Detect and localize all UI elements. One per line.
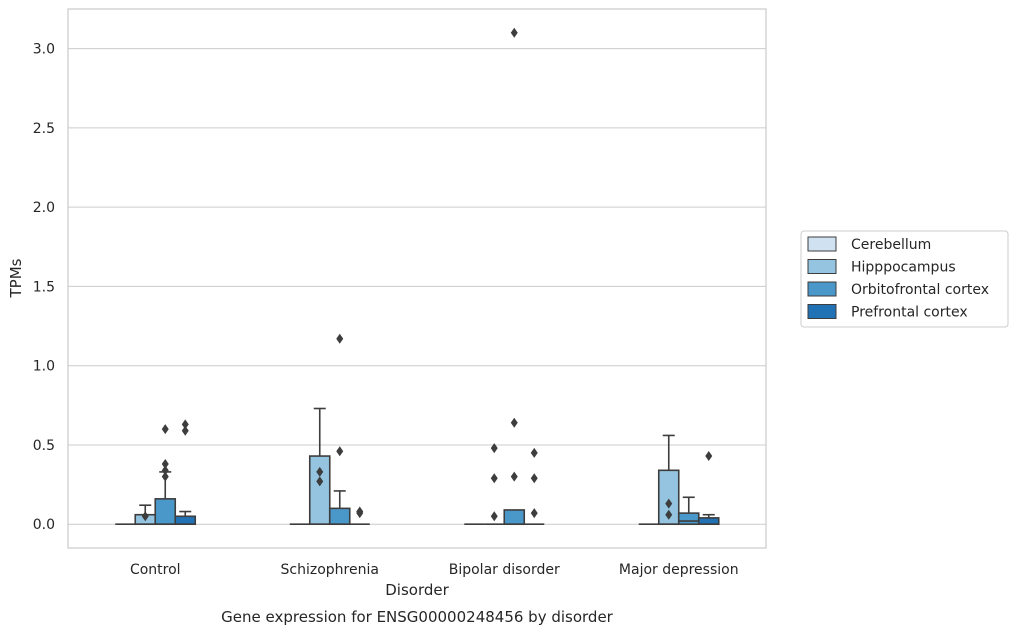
box-prefrontal-cortex [697,513,720,526]
plot-frame [67,8,767,549]
outlier-point [316,466,324,477]
y-axis-title: TPMs [7,258,25,298]
box-body [677,512,700,526]
box-orbitofrontal-cortex [328,490,351,526]
y-tick-label: 0.0 [33,517,55,533]
outlier-point [530,473,538,484]
boxes [115,407,720,526]
chart-caption: Gene expression for ENSG00000248456 by d… [221,608,614,626]
x-tick-label: Major depression [619,562,739,578]
outlier-point [510,471,518,482]
box-hipppocampus [657,434,680,526]
legend: Cerebellum Hipppocampus Orbitofrontal cort… [800,230,1009,328]
outlier-point [665,498,673,509]
outlier-point [161,424,169,435]
y-tick-label: 2.0 [33,200,55,216]
outlier-point [510,27,518,38]
grid-lines [68,48,766,525]
outlier-point [490,511,498,522]
box-body [697,517,720,526]
legend-label: Prefrontal cortex [851,305,968,321]
outlier-point [530,508,538,519]
box-orbitofrontal-cortex [677,496,700,526]
box-orbitofrontal-cortex [503,509,526,526]
box-body [154,498,177,526]
box-body [503,509,526,526]
y-tick-label: 0.5 [33,438,55,454]
x-tick-label: Control [130,562,181,578]
outlier-point [356,506,364,517]
y-tick-label: 2.5 [33,121,55,137]
x-tick-label: Bipolar disorder [449,562,560,578]
legend-swatch [807,304,837,319]
legend-label: Orbitofrontal cortex [851,282,989,298]
legend-label: Hipppocampus [851,260,956,276]
y-tick-label: 3.0 [33,42,55,58]
box-body [308,455,331,526]
y-tick-label: 1.5 [33,279,55,295]
outlier-point [161,458,169,469]
outlier-point [665,509,673,520]
legend-swatch [807,281,837,297]
outlier-point [510,417,518,428]
box-body [328,507,351,526]
outlier-point [336,446,344,457]
legend-label: Cerebellum [851,237,931,253]
legend-swatch [807,236,837,252]
legend-frame [800,230,1009,328]
box-hipppocampus [308,407,331,526]
x-tick-label: Schizophrenia [281,562,379,578]
outlier-point [181,419,189,430]
outlier-point [316,476,324,487]
outliers [141,27,713,522]
outlier-point [181,425,189,436]
outlier-point [161,471,169,482]
x-axis-ticks: Control Schizophrenia Bipolar disorder Majo… [130,562,739,578]
outlier-point [141,511,149,522]
y-tick-label: 1.0 [33,359,55,375]
outlier-point [530,447,538,458]
outlier-point [490,473,498,484]
box-prefrontal-cortex [174,510,197,526]
outlier-point [705,451,713,462]
y-axis-ticks: 0.0 0.5 1.0 1.5 2.0 2.5 3.0 [33,42,55,534]
legend-swatch [807,259,837,274]
outlier-point [161,465,169,476]
outlier-point [490,443,498,454]
outlier-point [336,333,344,344]
box-body [174,515,197,526]
x-axis-title: Disorder [385,581,449,599]
